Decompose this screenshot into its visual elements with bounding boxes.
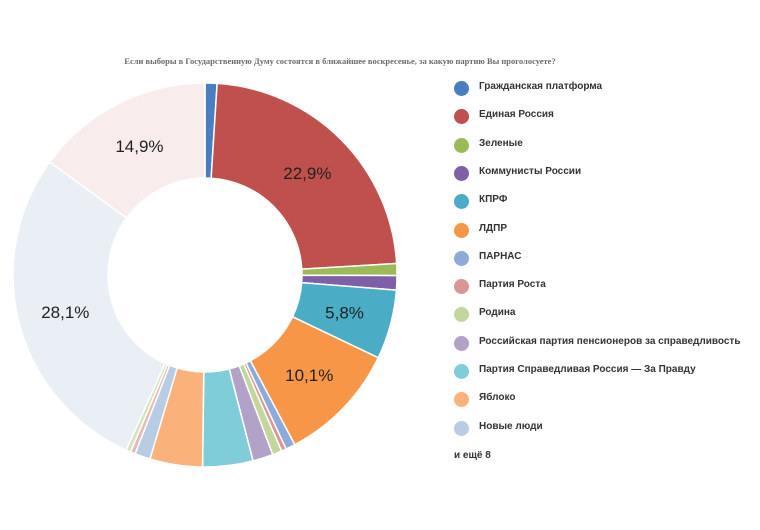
legend-item-5[interactable]: ЛДПР (454, 221, 754, 241)
legend-label-5: ЛДПР (479, 222, 507, 234)
legend-label-4: КПРФ (479, 194, 508, 206)
legend-label-9: Российская партия пенсионеров за справед… (479, 335, 741, 347)
legend-swatch-0 (454, 81, 469, 96)
legend-label-10: Партия Справедливая Россия — За Правду (479, 364, 696, 375)
legend-item-8[interactable]: Родина (454, 305, 754, 325)
legend-label-12: Новые люди (479, 420, 543, 432)
slice-label-1: 22,9% (283, 164, 331, 183)
slice-label-16: 14,9% (115, 137, 163, 156)
donut-chart: 22,9% 5,8% 10,1% 28,1% 14,9% (12, 82, 398, 468)
legend-swatch-8 (454, 307, 469, 323)
legend-swatch-11 (454, 392, 469, 408)
legend-swatch-9 (454, 335, 469, 351)
slice-label-4: 5,8% (325, 303, 364, 322)
legend-swatch-3 (454, 165, 469, 181)
slice-1[interactable] (210, 82, 398, 270)
slice-label-5: 10,1% (285, 366, 333, 385)
legend-swatch-12 (454, 420, 469, 436)
legend-item-12[interactable]: Новые люди (454, 419, 754, 439)
legend-label-0: Гражданская платформа (479, 81, 603, 92)
legend-swatch-5 (454, 222, 469, 238)
legend-swatch-7 (454, 279, 469, 295)
legend-label-11: Яблоко (479, 392, 516, 404)
legend-swatch-1 (454, 109, 469, 125)
legend-swatch-2 (454, 137, 469, 153)
legend-item-4[interactable]: КПРФ (454, 192, 754, 212)
legend-item-7[interactable]: Партия Роста (454, 277, 754, 297)
legend-label-8: Родина (479, 307, 516, 319)
legend-label-2: Зеленые (479, 137, 523, 149)
legend-swatch-4 (454, 194, 469, 210)
legend-item-0[interactable]: Гражданская платформа (454, 79, 754, 99)
legend-item-1[interactable]: Единая Россия (454, 107, 754, 127)
legend-more[interactable]: и ещё 8 (454, 450, 491, 461)
legend-label-7: Партия Роста (479, 279, 546, 291)
legend-swatch-10 (454, 364, 469, 379)
legend-item-9[interactable]: Российская партия пенсионеров за справед… (454, 334, 754, 354)
legend-label-6: ПАРНАС (479, 250, 522, 262)
slice-label-15: 28,1% (41, 303, 89, 322)
legend-item-10[interactable]: Партия Справедливая Россия — За Правду (454, 362, 754, 382)
legend-item-2[interactable]: Зеленые (454, 136, 754, 156)
legend-label-3: Коммунисты России (479, 165, 582, 177)
legend-swatch-6 (454, 250, 469, 266)
legend-item-3[interactable]: Коммунисты России (454, 164, 754, 184)
chart-title: Если выборы в Государственную Думу состо… (124, 56, 556, 66)
slice-16[interactable] (48, 82, 206, 219)
legend-item-6[interactable]: ПАРНАС (454, 249, 754, 269)
legend-label-1: Единая Россия (479, 109, 554, 121)
slice-15[interactable] (12, 160, 167, 452)
legend-item-11[interactable]: Яблоко (454, 390, 754, 410)
